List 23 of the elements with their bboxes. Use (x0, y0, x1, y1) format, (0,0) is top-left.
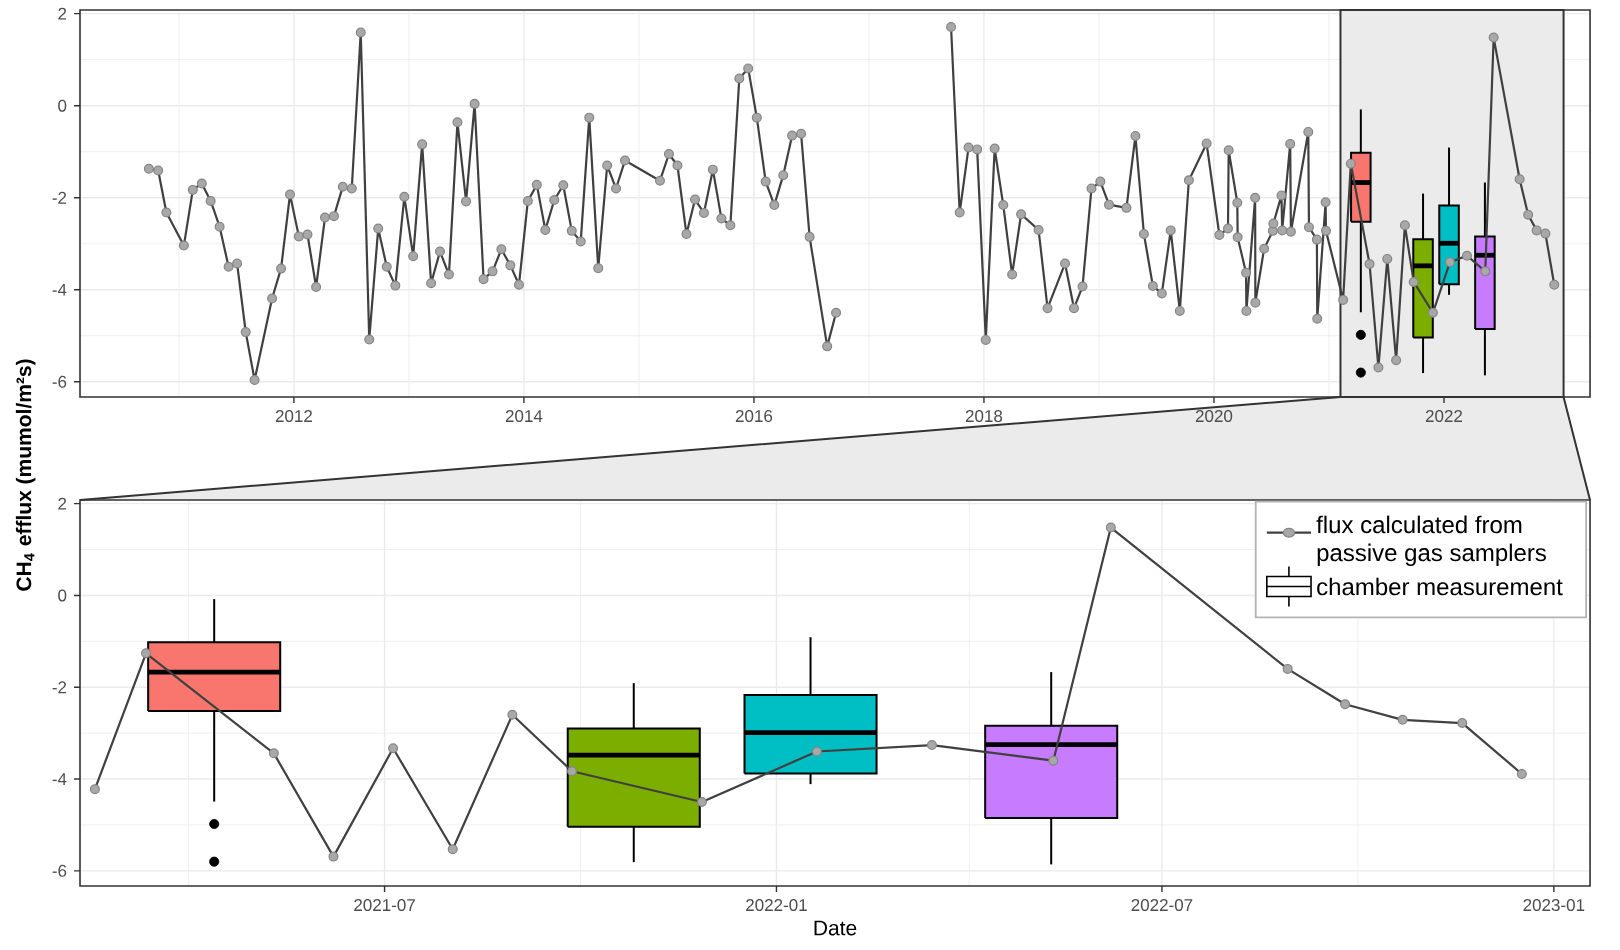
x-tick-label: 2014 (505, 410, 543, 423)
y-tick-label: -6 (52, 864, 67, 877)
x-tick-label: 2023-01 (1523, 899, 1585, 912)
y-tick-label: 0 (58, 99, 67, 112)
x-tick-label: 2018 (965, 410, 1003, 423)
x-tick-label: 2012 (275, 410, 312, 423)
x-tick-label: 2022-07 (1131, 899, 1193, 912)
y-tick-label: 0 (58, 589, 67, 602)
x-tick-label: 2016 (735, 410, 773, 423)
y-axis-title: CH$_{4}$ efflux (mumol/m²s) (15, 359, 36, 591)
x-tick-label: 2022 (1425, 410, 1463, 423)
y-tick-label: -2 (52, 191, 67, 204)
y-tick-label: 2 (58, 497, 67, 510)
x-tick-label: 2022-01 (746, 899, 807, 912)
x-tick-label: 2021-07 (354, 899, 415, 912)
x-axis-title: Date (814, 920, 857, 936)
y-tick-label: -6 (52, 375, 67, 388)
x-tick-label: 2020 (1195, 410, 1233, 423)
y-tick-label: 2 (58, 7, 67, 20)
y-tick-label: -4 (52, 773, 67, 785)
y-tick-label: -2 (52, 681, 67, 694)
y-tick-label: -4 (52, 283, 67, 296)
legend-label: chamber measurement (1317, 577, 1563, 596)
